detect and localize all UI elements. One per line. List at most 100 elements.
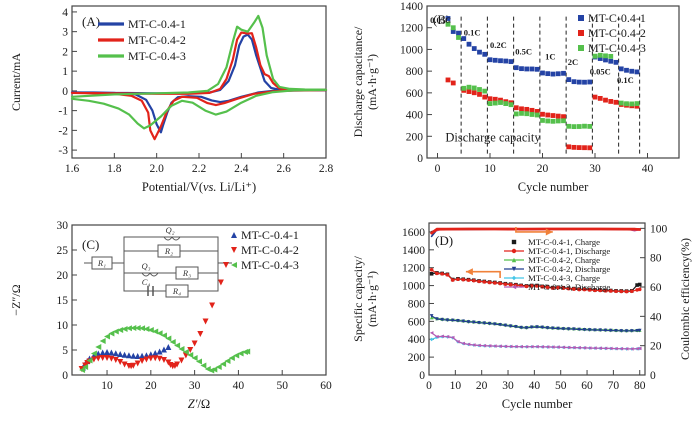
tri-down-marker: [147, 355, 154, 362]
x-tick-label: 20: [476, 380, 488, 392]
square-marker: [587, 124, 593, 129]
circle-marker: [582, 287, 587, 292]
rate-label: 1C: [545, 52, 555, 62]
tri-up-marker: [231, 232, 237, 238]
square-marker: [545, 118, 551, 124]
square-marker: [503, 58, 509, 64]
plot-frame: [426, 5, 680, 159]
circuit-label-r4: R₄: [172, 286, 181, 296]
y-tick-label: 800: [406, 66, 424, 78]
y2-tick-label: 80: [650, 253, 662, 265]
diamond-marker: [429, 337, 434, 342]
tri-left-marker: [614, 346, 618, 351]
tri-left-marker: [95, 344, 102, 350]
tri-up-marker: [108, 349, 115, 356]
circle-marker: [440, 272, 444, 276]
x-tick-label: 10: [450, 380, 462, 392]
circle-marker: [477, 279, 481, 284]
square-marker: [578, 30, 584, 36]
circuit-label-r1: R₁: [97, 258, 106, 268]
square-marker: [550, 71, 556, 77]
square-marker: [587, 145, 593, 151]
tri-down-marker: [551, 326, 555, 331]
y2-tick-label: 60: [650, 282, 662, 294]
square-marker: [576, 79, 582, 85]
square-marker: [592, 53, 598, 59]
square-marker: [529, 66, 535, 72]
series-MT-C-0.4-3: [79, 325, 251, 374]
tri-down-marker: [456, 319, 460, 323]
x-axis-label: Z′/Ω: [188, 397, 210, 411]
tri-down-marker: [487, 321, 492, 326]
y-tick-label: 5: [62, 345, 68, 357]
equivalent-circuit-inset: R₁ Q₂ R₂ Q₃ R₃ C₄ R₄: [84, 225, 232, 298]
square-marker: [461, 36, 467, 41]
square-marker: [576, 145, 582, 150]
tri-down-marker: [445, 318, 450, 322]
tri-down-marker: [435, 317, 439, 321]
tri-left-marker: [551, 345, 555, 349]
legend-label: MT-C-0.4-2, Charge: [528, 255, 600, 265]
tri-left-marker: [635, 346, 639, 351]
tri-up-marker: [134, 353, 141, 359]
circle-marker: [545, 285, 550, 290]
tri-left-marker: [215, 364, 222, 370]
square-marker: [624, 67, 629, 73]
x-tick-label: 50: [555, 380, 567, 392]
circle-marker: [577, 287, 581, 292]
tri-left-marker: [511, 284, 517, 290]
series-MT-C-0.4-1-efficiency-main: [430, 227, 642, 235]
x-axis-ticks: 0 10 20 30 40: [435, 153, 654, 175]
circle-marker: [598, 288, 603, 293]
tri-down-marker: [637, 328, 642, 333]
square-marker: [566, 144, 572, 150]
tri-down-marker: [223, 262, 229, 268]
circle-marker: [466, 278, 471, 282]
efficiency-axis-arrow: [515, 227, 553, 236]
tri-left-marker: [90, 350, 97, 357]
y-axis-ticks: 0 200 400 600 800 1000 1200 1400: [400, 1, 432, 165]
circle-marker: [471, 278, 476, 283]
circuit-label-r3: R₃: [182, 268, 191, 278]
square-marker: [513, 105, 519, 111]
square-marker: [524, 111, 530, 117]
y2-axis-ticks: 0 20 40 60 80 100: [640, 223, 668, 382]
y-tick-label: 1200: [402, 263, 425, 275]
x-tick-label: 1.6: [65, 163, 80, 175]
y-tick-label: 600: [406, 88, 424, 100]
tri-left-marker: [630, 347, 634, 351]
tri-left-marker: [487, 344, 492, 348]
panel-label: (D): [435, 233, 453, 248]
circle-marker: [429, 268, 434, 272]
tri-down-marker: [482, 321, 487, 326]
y-tick-label: -1: [58, 106, 68, 118]
tri-left-marker: [104, 333, 111, 340]
square-marker: [634, 103, 640, 109]
panel-c-nyquist-chart: 10 20 30 40 50 60 0 5 10 15 20 25 30 Z′/Ω −Z″/Ω (C) R₁ Q₂…: [9, 220, 332, 411]
y-tick-label: 25: [57, 245, 69, 257]
circle-marker: [624, 289, 629, 294]
y-tick-label: 400: [408, 334, 426, 346]
square-marker: [603, 97, 608, 103]
y-tick-label: 3: [62, 27, 68, 39]
legend: MT-C-0.4-1MT-C-0.4-2MT-C-0.4-3: [578, 11, 646, 55]
tri-down-marker: [608, 328, 613, 333]
square-marker: [613, 99, 619, 105]
tri-down-marker: [104, 355, 111, 361]
circle-marker: [435, 271, 439, 276]
tri-left-marker: [244, 348, 251, 355]
tri-down-marker: [477, 320, 481, 325]
square-marker: [534, 109, 540, 114]
circle-marker: [503, 282, 508, 286]
y-axis-ticks: -3 -2 -1 0 1 2 3 4: [58, 7, 77, 157]
tri-left-marker: [566, 345, 571, 350]
tri-left-marker: [540, 345, 545, 349]
y-tick-label: 1600: [402, 227, 425, 239]
y2-tick-label: 20: [650, 341, 662, 353]
circuit-label-q2: Q₂: [165, 225, 174, 235]
legend-label: MT-C-0.4-2: [241, 243, 299, 257]
circle-marker: [572, 287, 576, 291]
square-marker: [471, 90, 477, 96]
